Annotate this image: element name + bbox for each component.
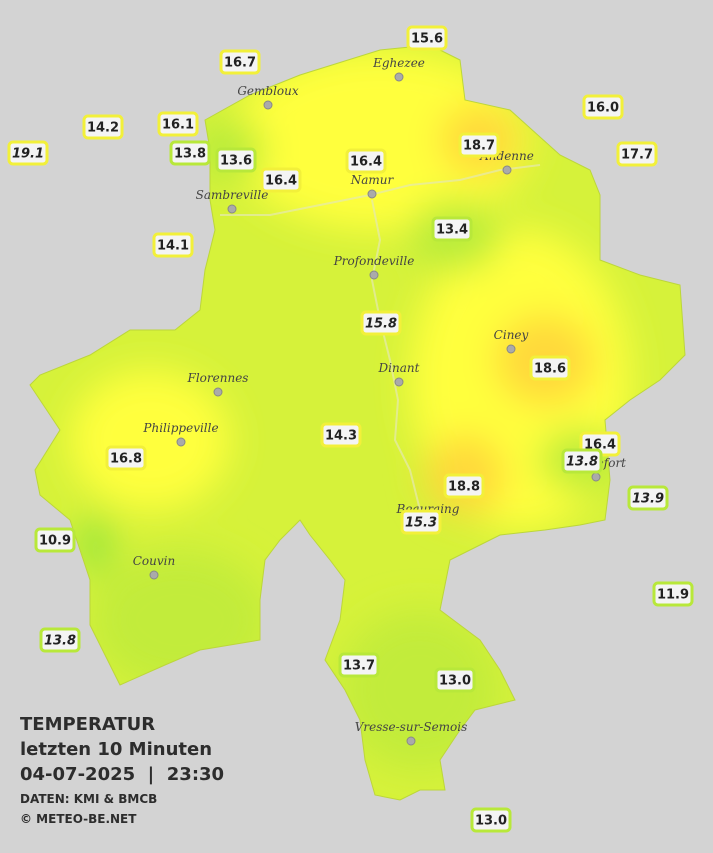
source: DATEN: KMI & BMCB <box>20 792 157 806</box>
station-box <box>219 49 261 75</box>
station-box <box>345 148 387 174</box>
station-temperature: 13.0 <box>475 814 507 829</box>
town-dot <box>227 204 237 214</box>
station-temperature: 13.8 <box>566 455 598 470</box>
subtitle: letzten 10 Minuten <box>20 739 212 760</box>
station-box <box>39 627 81 653</box>
station-box <box>169 140 211 166</box>
copyright: © METEO-BE.NET <box>20 812 137 826</box>
stations: 15.6 16.7 16.0 14.2 16.1 19.1 13.8 13.6 16.4 18.7… <box>7 25 694 833</box>
station-box <box>529 355 571 381</box>
station-temperature: 11.9 <box>657 588 689 603</box>
station-box <box>338 652 380 678</box>
town-dot <box>502 165 512 175</box>
station-temperature: 13.8 <box>174 147 206 162</box>
town-label: Vresse-sur-Semois <box>355 720 468 734</box>
town-dot <box>591 472 601 482</box>
station-box <box>105 445 147 471</box>
station-temperature: 15.3 <box>405 516 437 531</box>
station-temperature: 13.4 <box>436 223 468 238</box>
station-temperature: 15.8 <box>365 317 397 332</box>
station-box <box>400 509 442 535</box>
station-temperature: 18.6 <box>534 362 566 377</box>
station-box <box>360 310 402 336</box>
town-dot <box>394 72 404 82</box>
station-temperature: 13.0 <box>439 674 471 689</box>
town-dot <box>369 270 379 280</box>
station-temperature: 10.9 <box>39 534 71 549</box>
station-box <box>434 667 476 693</box>
town-label: Dinant <box>378 361 420 375</box>
station-box <box>627 485 669 511</box>
station-box <box>157 111 199 137</box>
station-box <box>458 132 500 158</box>
station-temperature: 16.7 <box>224 56 256 71</box>
station-temperature: 14.3 <box>325 429 357 444</box>
town-label: Eghezee <box>372 56 425 70</box>
station-temperature: 18.7 <box>463 139 495 154</box>
town-dot <box>406 736 416 746</box>
station-temperature: 17.7 <box>621 148 653 163</box>
station-temperature: 16.8 <box>110 452 142 467</box>
station-temperature: 16.0 <box>587 101 619 116</box>
station-box <box>652 581 694 607</box>
town-dot <box>176 437 186 447</box>
station-box <box>470 807 512 833</box>
station-box <box>561 448 603 474</box>
station-temperature: 18.8 <box>448 480 480 495</box>
station-temperature: 15.6 <box>411 32 443 47</box>
station-temperature: 16.4 <box>350 155 382 170</box>
town-label: Florennes <box>187 371 249 385</box>
station-box <box>215 147 257 173</box>
station-temperature: 13.8 <box>44 634 76 649</box>
station-box <box>582 94 624 120</box>
station-temperature: 13.6 <box>220 154 252 169</box>
station-box <box>260 167 302 193</box>
station-box <box>443 473 485 499</box>
station-temperature: 13.9 <box>632 492 664 507</box>
town-dot <box>213 387 223 397</box>
town-dot <box>367 189 377 199</box>
station-box <box>152 232 194 258</box>
town-label: Gembloux <box>237 84 299 98</box>
station-box <box>406 25 448 51</box>
station-box <box>7 140 49 166</box>
town-label: Philippeville <box>142 421 218 435</box>
station-temperature: 14.2 <box>87 121 119 136</box>
station-box <box>320 422 362 448</box>
town-label: Namur <box>350 173 395 187</box>
station-box <box>34 527 76 553</box>
station-box <box>82 114 124 140</box>
town-dot <box>506 344 516 354</box>
station-temperature: 16.4 <box>265 174 297 189</box>
station-temperature: 13.7 <box>343 659 375 674</box>
town-label: Ciney <box>494 328 529 342</box>
town-dot <box>149 570 159 580</box>
station-box <box>616 141 658 167</box>
town-label: Profondeville <box>333 254 415 268</box>
timestamp: 04-07-2025 | 23:30 <box>20 764 224 785</box>
town-dot <box>263 100 273 110</box>
town-label: Sambreville <box>196 188 269 202</box>
title: TEMPERATUR <box>20 714 155 735</box>
station-temperature: 19.1 <box>12 147 44 162</box>
station-box <box>431 216 473 242</box>
station-temperature: 14.1 <box>157 239 189 254</box>
station-temperature: 16.1 <box>162 118 194 133</box>
town-dot <box>394 377 404 387</box>
rivers <box>220 164 541 511</box>
town-label: Couvin <box>133 554 175 568</box>
